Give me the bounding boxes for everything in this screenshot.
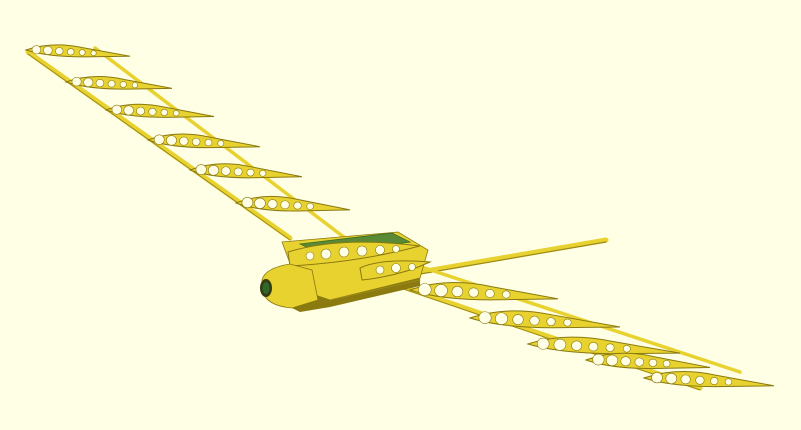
lightening-hole — [207, 164, 220, 176]
lightening-hole — [195, 164, 207, 175]
lightening-hole — [31, 45, 42, 55]
right-wing-rib — [468, 310, 621, 329]
lightening-hole — [502, 290, 511, 299]
lightening-hole — [172, 110, 180, 117]
lightening-hole — [571, 340, 583, 351]
lightening-hole — [259, 169, 267, 177]
lightening-hole — [217, 140, 225, 147]
lightening-hole — [78, 49, 86, 56]
lightening-hole — [606, 354, 619, 367]
lightening-hole — [55, 47, 64, 55]
lightening-hole — [233, 167, 243, 177]
lightening-hole — [43, 45, 53, 55]
left-wing-rib — [104, 103, 215, 118]
lightening-hole — [241, 197, 254, 209]
lightening-hole — [107, 80, 116, 88]
lightening-hole — [111, 104, 122, 115]
lightening-hole — [221, 166, 231, 176]
lightening-hole — [293, 201, 302, 210]
left-wing-rib — [64, 76, 173, 90]
lightening-hole — [588, 342, 599, 352]
lightening-hole — [136, 106, 146, 116]
lightening-hole — [179, 136, 189, 146]
lightening-hole — [83, 77, 94, 88]
lightening-hole — [451, 286, 464, 298]
lightening-hole — [95, 79, 105, 88]
lightening-hole — [563, 318, 572, 327]
right-wing-rib — [408, 282, 559, 301]
lightening-hole — [651, 372, 663, 384]
lightening-hole — [131, 82, 139, 89]
lightening-hole — [148, 107, 157, 116]
nose-opening — [262, 282, 270, 294]
right-wing-ribs — [408, 282, 775, 388]
lightening-hole — [546, 317, 556, 326]
lightening-hole — [648, 358, 658, 367]
right-wing-rib — [526, 336, 681, 355]
lightening-hole — [512, 314, 524, 325]
lightening-hole — [468, 287, 479, 298]
lightening-hole — [724, 378, 733, 386]
lightening-hole — [622, 344, 631, 353]
lightening-hole — [536, 337, 550, 350]
center-ribs — [287, 241, 432, 281]
lightening-hole — [662, 360, 671, 368]
lightening-hole — [280, 200, 290, 210]
left-wing-rib — [24, 44, 131, 58]
right-wing-rib — [642, 371, 775, 388]
lightening-hole — [254, 197, 266, 209]
left-wing-rib — [188, 163, 303, 179]
lightening-hole — [306, 202, 314, 210]
nose-pod-underside — [292, 300, 330, 312]
lightening-hole — [680, 374, 691, 385]
lightening-hole — [553, 338, 567, 351]
fuselage-center-section — [260, 231, 432, 312]
lightening-hole — [71, 76, 82, 87]
lightening-hole — [592, 353, 605, 366]
lightening-hole — [478, 311, 492, 324]
lightening-hole — [418, 283, 432, 296]
lightening-hole — [620, 356, 631, 367]
left-wing-rib — [234, 195, 351, 212]
lightening-hole — [485, 288, 495, 298]
lightening-hole — [695, 375, 705, 385]
lightening-hole — [90, 50, 97, 57]
lightening-hole — [434, 284, 448, 297]
lightening-hole — [119, 81, 127, 88]
lightening-hole — [665, 372, 678, 385]
left-wing-ribs — [24, 44, 351, 212]
lightening-hole — [153, 134, 165, 145]
lightening-hole — [710, 377, 719, 386]
lightening-hole — [267, 199, 278, 209]
lightening-hole — [204, 138, 213, 147]
lightening-hole — [166, 135, 177, 146]
lightening-hole — [605, 343, 615, 352]
lightening-hole — [634, 357, 645, 367]
lightening-hole — [191, 137, 201, 146]
lightening-hole — [123, 105, 134, 116]
lightening-hole — [160, 109, 168, 116]
left-wing-rib — [146, 133, 261, 149]
lightening-hole — [67, 48, 75, 56]
lightening-hole — [529, 315, 540, 326]
lightening-hole — [246, 168, 255, 177]
lightening-hole — [495, 312, 508, 325]
right-wing-rib — [584, 352, 711, 370]
